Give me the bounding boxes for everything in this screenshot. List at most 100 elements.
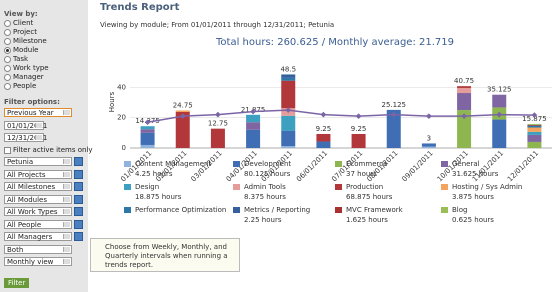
radio[interactable] xyxy=(4,64,11,72)
bar-segment xyxy=(210,128,225,148)
bar-segment xyxy=(246,129,261,148)
option-label: Project xyxy=(13,28,37,36)
view-by-option[interactable]: Work type xyxy=(4,64,49,72)
filter-select[interactable]: All Modules xyxy=(4,194,72,204)
radio[interactable] xyxy=(4,19,11,27)
filter-button[interactable]: Filter xyxy=(4,278,30,288)
active-only-label: Filter active items only xyxy=(13,146,93,154)
view-by-option[interactable]: Project xyxy=(4,28,37,36)
x-tick-label: 12/01/2011 xyxy=(506,149,540,183)
legend-swatch xyxy=(335,207,342,213)
average-marker xyxy=(531,112,538,118)
bar-segment xyxy=(281,115,296,131)
radio[interactable] xyxy=(4,82,11,90)
view-by-option[interactable]: Task xyxy=(4,55,28,63)
bar-segment xyxy=(527,127,542,132)
view-by-option[interactable]: Milestone xyxy=(4,37,47,45)
radio[interactable] xyxy=(4,46,11,54)
bar-segment xyxy=(527,134,542,142)
view-by-option[interactable]: Module xyxy=(4,46,38,54)
legend-total: 18.875 hours xyxy=(135,193,182,201)
average-marker xyxy=(285,107,292,113)
legend-total: 68.875 hours xyxy=(346,193,393,201)
radio[interactable] xyxy=(4,37,11,45)
page-title: Trends Report xyxy=(100,2,180,13)
option-label: Milestone xyxy=(13,37,47,45)
bar-segment xyxy=(140,129,155,133)
bar-segment xyxy=(175,111,190,148)
select-icon[interactable] xyxy=(74,169,83,179)
bar-segment xyxy=(281,77,296,81)
legend-swatch xyxy=(335,184,342,190)
select-icon[interactable] xyxy=(74,232,83,241)
option-label: Manager xyxy=(13,73,44,81)
select-icon[interactable] xyxy=(74,194,83,204)
legend-total: 80.125 hours xyxy=(244,170,291,178)
bar-segment xyxy=(140,144,155,148)
select-icon[interactable] xyxy=(74,182,83,191)
filter-select[interactable]: Both xyxy=(4,244,72,254)
filter-label: Filter options: xyxy=(4,98,60,106)
y-axis-label: Hours xyxy=(108,91,116,112)
select-icon[interactable] xyxy=(74,219,83,229)
view-by-option[interactable]: People xyxy=(4,82,36,90)
y-tick-label: 0 xyxy=(122,144,126,152)
select-icon[interactable] xyxy=(74,207,83,216)
bar-segment xyxy=(281,80,296,109)
bar-segment xyxy=(281,130,296,147)
legend-label: Metrics / Reporting xyxy=(244,206,310,214)
filter-select[interactable]: Petunia xyxy=(4,157,72,166)
bar-segment xyxy=(316,141,331,148)
radio[interactable] xyxy=(4,73,11,81)
legend-label: Performance Optimization xyxy=(135,206,226,214)
average-marker xyxy=(496,111,503,118)
bar-segment xyxy=(527,124,542,126)
filter-select[interactable]: All Work Types xyxy=(4,207,72,216)
radio[interactable] xyxy=(4,55,11,63)
legend-total: 37 hours xyxy=(346,170,377,178)
bar-segment xyxy=(527,123,542,125)
bar-segment xyxy=(140,126,155,130)
filter-select[interactable]: All Managers xyxy=(4,232,72,241)
option-label: People xyxy=(13,82,37,90)
legend-label: Blog xyxy=(452,206,467,214)
average-marker xyxy=(179,113,186,119)
filter-select[interactable]: All Milestones xyxy=(4,182,72,191)
x-tick-label: 06/01/2011 xyxy=(295,149,329,183)
bar-segment xyxy=(527,141,542,148)
date-to[interactable]: 12/31/2011 xyxy=(4,133,47,142)
active-only[interactable]: Filter active items only xyxy=(4,146,93,154)
legend-label: MVC Framework xyxy=(346,206,404,214)
average-line xyxy=(147,109,535,123)
filter-select[interactable]: All Projects xyxy=(4,169,72,179)
bar-segment xyxy=(492,94,507,108)
legend-label: Content Management xyxy=(135,160,211,168)
view-by-option[interactable]: Client xyxy=(4,19,33,27)
option-label: Module xyxy=(13,46,39,54)
average-marker xyxy=(144,119,151,126)
legend-total: 2.25 hours xyxy=(244,216,282,224)
y-tick-label: 20 xyxy=(117,114,126,122)
radio[interactable] xyxy=(4,28,11,36)
date-from[interactable]: 01/01/2011 xyxy=(4,121,47,130)
view-by-option[interactable]: Manager xyxy=(4,73,44,81)
total-label: 35.125 xyxy=(487,86,512,94)
view-by-label: View by: xyxy=(4,10,38,18)
period-select[interactable]: Previous Year xyxy=(4,108,72,117)
filter-select[interactable]: Monthly view xyxy=(4,257,72,266)
bar-segment xyxy=(457,86,472,88)
bar-segment xyxy=(527,125,542,128)
filter-select[interactable]: All People xyxy=(4,219,72,229)
bar-segment xyxy=(351,133,366,148)
legend-total: 4.25 hours xyxy=(135,170,173,178)
total-label: 25.125 xyxy=(382,101,407,109)
total-label: 12.75 xyxy=(208,120,228,128)
legend-swatch xyxy=(124,207,131,213)
legend-total: 8.375 hours xyxy=(244,193,286,201)
average-marker xyxy=(426,113,432,119)
legend-swatch xyxy=(124,161,131,167)
option-label: Task xyxy=(13,55,29,63)
select-icon[interactable] xyxy=(74,157,83,166)
